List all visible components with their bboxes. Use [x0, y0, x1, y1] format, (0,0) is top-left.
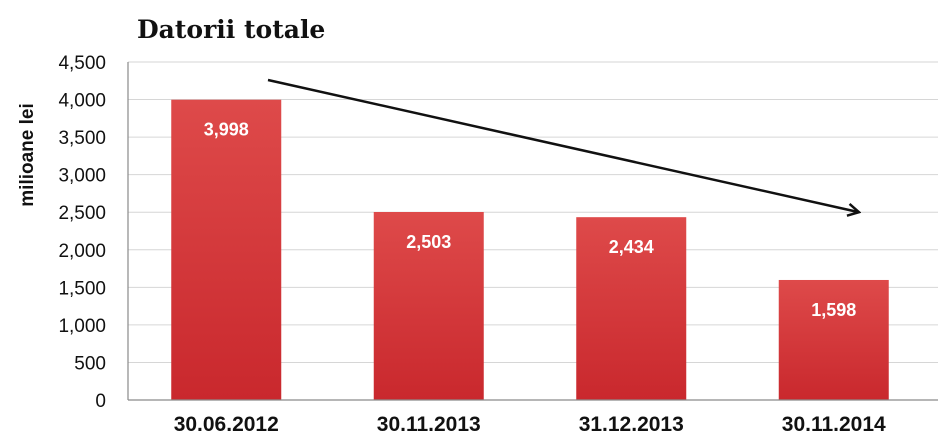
data-label: 2,434	[609, 237, 654, 257]
bar	[576, 217, 687, 400]
bar	[171, 99, 282, 400]
y-axis-ticks: 0 500 1,000 1,500 2,000 2,500 3,000 3,500 4,000 4…	[58, 53, 106, 412]
x-tick-label: 30.11.2014	[782, 413, 886, 436]
data-label: 2,503	[406, 232, 451, 252]
x-axis-ticks: 30.06.2012 30.11.2013 31.12.2013 30.11.2014	[174, 413, 886, 436]
x-tick-label: 30.11.2013	[377, 413, 481, 436]
y-tick-label: 1,500	[58, 278, 106, 299]
bar	[373, 211, 484, 400]
y-tick-label: 500	[74, 353, 106, 374]
data-label: 1,598	[811, 300, 856, 320]
x-tick-label: 30.06.2012	[174, 413, 279, 436]
x-tick-label: 31.12.2013	[579, 413, 684, 436]
y-tick-label: 2,000	[58, 241, 106, 262]
y-tick-label: 4,500	[58, 53, 106, 74]
y-tick-label: 0	[95, 391, 106, 412]
y-tick-label: 3,500	[58, 128, 106, 149]
data-labels: 3,998 2,503 2,434 1,598	[204, 120, 857, 320]
bar	[778, 279, 889, 400]
bars	[171, 99, 889, 400]
y-tick-label: 2,500	[58, 203, 106, 224]
trend-arrow	[267, 78, 858, 212]
y-tick-label: 1,000	[58, 316, 106, 337]
y-axis-label: milioane lei	[17, 103, 38, 206]
chart-title: Datorii totale	[137, 15, 325, 44]
y-tick-label: 3,000	[58, 166, 106, 187]
data-label: 3,998	[204, 120, 249, 140]
y-tick-label: 4,000	[58, 91, 106, 112]
